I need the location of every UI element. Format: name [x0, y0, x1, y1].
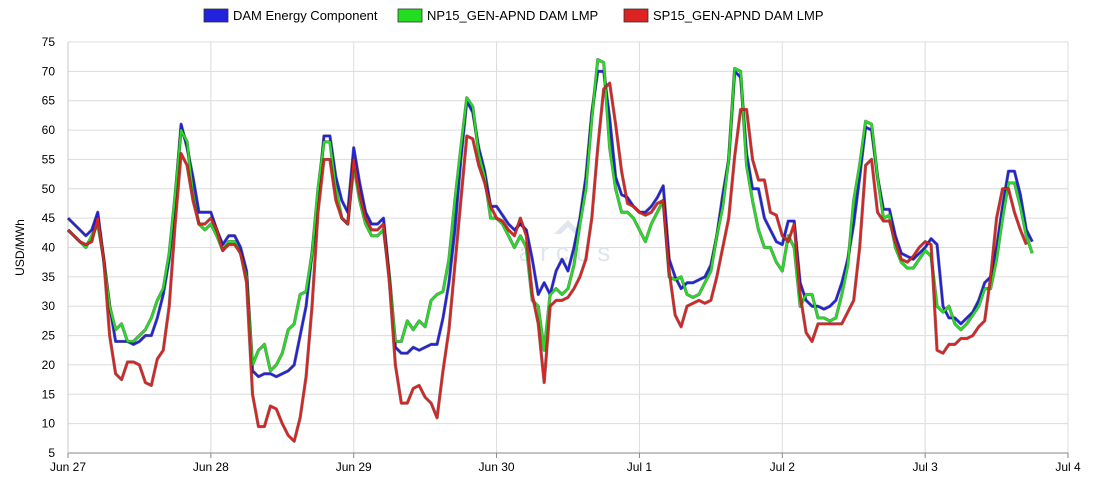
x-tick-label: Jun 27: [50, 460, 86, 474]
series-line: [67, 58, 1034, 372]
y-tick-label: 15: [42, 387, 56, 401]
legend-swatch: [623, 8, 649, 23]
y-tick-label: 70: [42, 64, 56, 78]
y-tick-label: 5: [48, 446, 55, 460]
y-tick-label: 50: [42, 182, 56, 196]
y-tick-label: 65: [42, 94, 56, 108]
legend-label: SP15_GEN-APND DAM LMP: [653, 8, 824, 23]
x-tick-label: Jul 2: [770, 460, 796, 474]
y-tick-label: 35: [42, 270, 56, 284]
y-tick-label: 45: [42, 211, 56, 225]
x-tick-label: Jul 4: [1055, 460, 1081, 474]
y-tick-label: 25: [42, 329, 56, 343]
y-tick-label: 30: [42, 299, 56, 313]
y-tick-label: 10: [42, 417, 56, 431]
x-tick-label: Jul 1: [627, 460, 653, 474]
legend-swatch: [203, 8, 229, 23]
y-tick-label: 75: [42, 35, 56, 49]
y-axis-title: USD/MWh: [13, 219, 27, 276]
legend-swatch: [397, 8, 423, 23]
legend-label: NP15_GEN-APND DAM LMP: [427, 8, 598, 23]
watermark-logo-icon: [554, 220, 582, 234]
y-tick-label: 55: [42, 152, 56, 166]
y-tick-label: 60: [42, 123, 56, 137]
x-tick-label: Jun 30: [479, 460, 515, 474]
y-tick-label: 20: [42, 358, 56, 372]
x-tick-label: Jul 3: [912, 460, 938, 474]
x-tick-label: Jun 29: [336, 460, 372, 474]
x-tick-label: Jun 28: [193, 460, 229, 474]
series-line: [67, 81, 1028, 443]
legend-label: DAM Energy Component: [233, 8, 378, 23]
y-tick-label: 40: [42, 241, 56, 255]
